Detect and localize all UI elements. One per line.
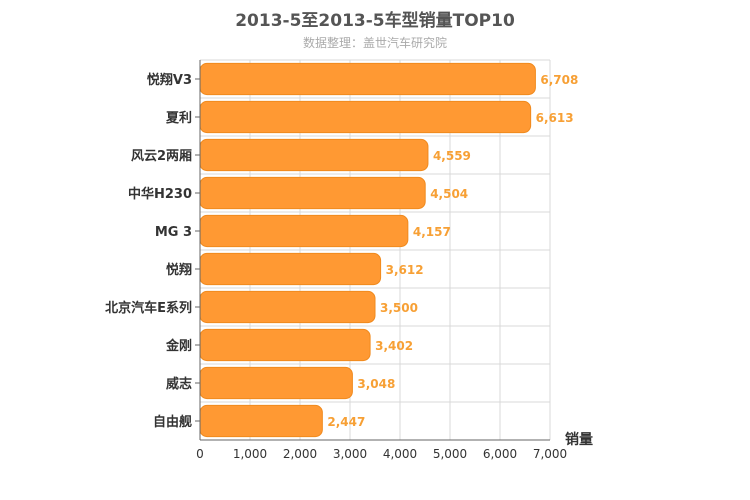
category-label: 自由舰 xyxy=(153,414,192,430)
category-label: 中华H230 xyxy=(128,186,192,202)
data-label: 2,447 xyxy=(327,415,365,429)
category-label: 风云2两厢 xyxy=(131,149,192,164)
chart-subtitle: 数据整理：盖世汽车研究院 xyxy=(302,36,447,50)
data-label: 3,402 xyxy=(375,339,413,353)
data-label: 6,708 xyxy=(540,73,578,87)
label-layer: 6,708 悦翔V3 6,613 夏利 4,559 风云2两厢 4,504 中华H230 4,1… xyxy=(105,72,578,430)
bar xyxy=(199,214,409,248)
x-tick-label: 2,000 xyxy=(283,447,317,461)
bar xyxy=(199,138,429,172)
data-label: 3,612 xyxy=(386,263,424,277)
bar xyxy=(199,404,323,438)
x-tick-label: 7,000 xyxy=(533,447,567,461)
bar-layer xyxy=(199,62,536,438)
x-tick-label: 4,000 xyxy=(383,447,417,461)
bar xyxy=(199,100,532,134)
bar xyxy=(199,176,426,210)
category-label: 北京汽车E系列 xyxy=(105,300,192,316)
data-label: 4,504 xyxy=(430,187,468,201)
x-tick-label: 6,000 xyxy=(483,447,517,461)
category-label: MG 3 xyxy=(155,225,192,240)
category-label: 悦翔V3 xyxy=(147,72,192,88)
axis-layer: 0 1,000 2,000 3,000 4,000 5,000 6,000 7,000 xyxy=(195,60,567,461)
bar xyxy=(199,328,371,362)
data-label: 3,500 xyxy=(380,301,418,315)
data-label: 4,157 xyxy=(413,225,451,239)
bar xyxy=(199,366,353,400)
data-label: 3,048 xyxy=(357,377,395,391)
category-label: 悦翔 xyxy=(166,262,192,278)
chart-title: 2013-5至2013-5车型销量TOP10 xyxy=(235,11,515,31)
x-tick-label: 3,000 xyxy=(333,447,367,461)
x-tick-label: 5,000 xyxy=(433,447,467,461)
bar xyxy=(199,62,536,96)
x-tick-label: 0 xyxy=(196,447,204,461)
category-label: 金刚 xyxy=(165,338,192,354)
category-label: 威志 xyxy=(166,376,192,392)
bar xyxy=(199,252,382,286)
x-axis-title: 销量 xyxy=(565,431,593,448)
data-label: 6,613 xyxy=(536,111,574,125)
data-label: 4,559 xyxy=(433,149,471,163)
x-tick-label: 1,000 xyxy=(233,447,267,461)
category-label: 夏利 xyxy=(165,110,192,126)
bar xyxy=(199,290,376,324)
